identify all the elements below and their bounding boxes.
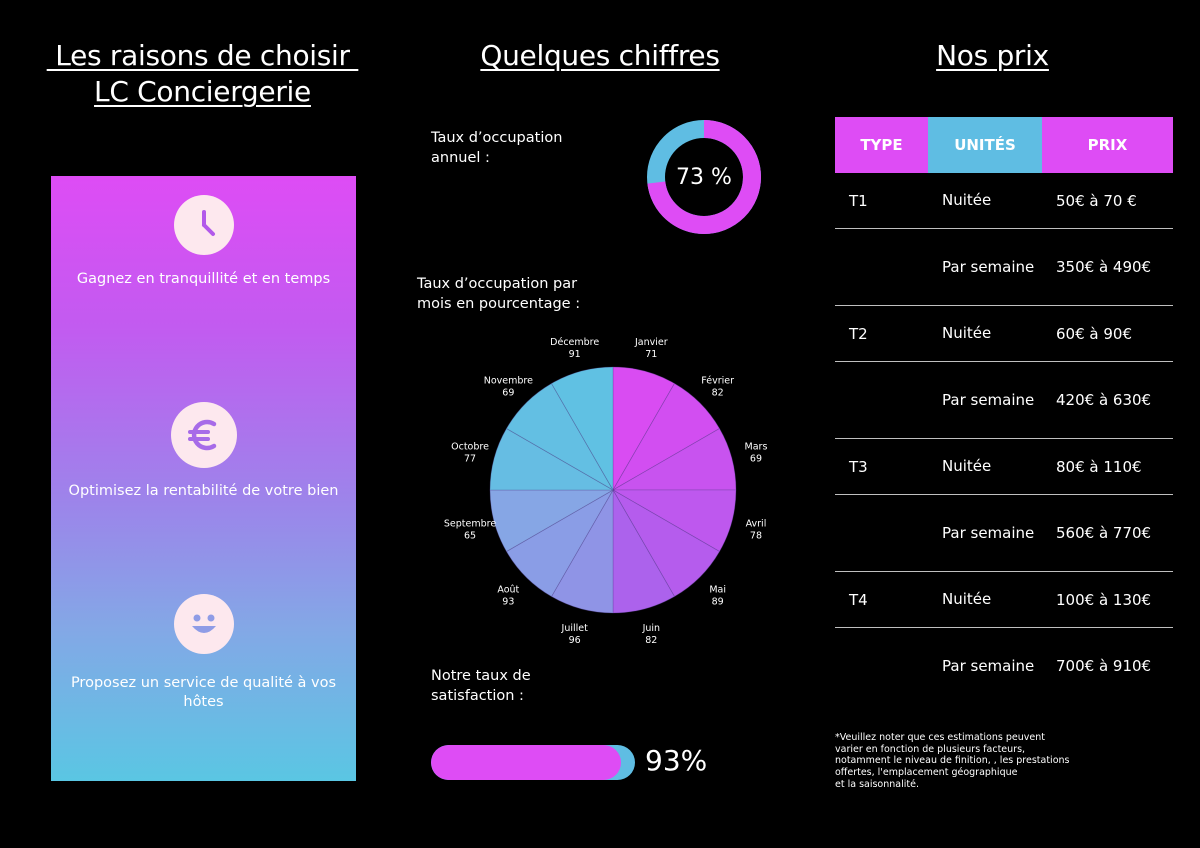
header-type: TYPE [835, 117, 928, 173]
pie-slice-août [505, 488, 615, 598]
cell-unit: Nuitée [942, 590, 992, 608]
satisfaction-label: Notre taux de satisfaction : [431, 668, 531, 704]
satisfaction-bar-fill [431, 745, 621, 780]
prices-heading: Nos prix [936, 39, 1049, 72]
pie-slice-septembre [489, 489, 615, 553]
pie-slice-avril [611, 489, 737, 553]
pie-label-novembre: Novembre 69 [484, 375, 533, 398]
cell-unit: Nuitée [942, 191, 992, 209]
pie-label-décembre: Décembre 91 [550, 337, 599, 360]
pie-slice-mai [611, 488, 721, 598]
pie-slice-juin [612, 488, 676, 614]
cell-price: 350€ à 490€ [1056, 258, 1152, 276]
annual-occupancy-donut: 73 % [645, 118, 763, 236]
pie-label-mars: Mars 69 [745, 442, 768, 465]
table-row: Par semaine 420€ à 630€ [835, 362, 1173, 439]
cell-type: T2 [849, 324, 868, 343]
cell-type [835, 495, 928, 571]
table-row: T1 Nuitée 50€ à 70 € [835, 173, 1173, 229]
cell-price: 560€ à 770€ [1056, 524, 1152, 542]
pie-slice-janvier [612, 366, 676, 492]
price-footnote: *Veuillez noter que ces estimations peuv… [835, 732, 1070, 790]
cell-unit: Nuitée [942, 324, 992, 342]
pie-label-janvier: Janvier 71 [634, 337, 668, 360]
table-row: Par semaine 700€ à 910€ [835, 628, 1173, 704]
pie-slice-décembre [550, 366, 614, 492]
table-row: Par semaine 560€ à 770€ [835, 495, 1173, 572]
satisfaction-bar [431, 745, 635, 780]
reasons-panel: Gagnez en tranquillité et en temps Optim… [51, 176, 356, 781]
cell-type: T1 [849, 191, 868, 210]
pie-label-juillet: Juillet 96 [561, 623, 589, 646]
reasons-heading-line2: LC Conciergerie [94, 75, 311, 108]
annual-occupancy-arc [647, 120, 761, 234]
smiley-icon [173, 594, 234, 654]
reasons-heading: Les raisons de choisir LC Conciergerie [40, 38, 365, 110]
pie-label-février: Février 82 [701, 375, 734, 398]
cell-type [835, 229, 928, 305]
clock-icon [173, 195, 234, 255]
cell-unit: Par semaine [942, 523, 1035, 542]
cell-type: T4 [849, 590, 868, 609]
annual-occupancy-label: Taux d’occupation annuel : [431, 130, 563, 166]
reasons-heading-line1: Les raisons de choisir [46, 39, 359, 72]
monthly-occupancy-label: Taux d’occupation par mois en pourcentag… [417, 276, 581, 312]
table-row: T4 Nuitée 100€ à 130€ [835, 572, 1173, 628]
monthly-occupancy-pie-chart: Janvier 71 Février 82 Mars 69 Avril 78 Mai 89 Juin… [410, 330, 790, 650]
cell-type [835, 362, 928, 438]
table-row: T3 Nuitée 80€ à 110€ [835, 439, 1173, 495]
pie-slice-mars [611, 427, 737, 491]
cell-price: 700€ à 910€ [1056, 657, 1152, 675]
pie-slice-février [611, 382, 721, 492]
cell-price: 80€ à 110€ [1056, 457, 1142, 476]
pie-label-août: Août 93 [497, 585, 519, 608]
pie-slice-juillet [550, 488, 614, 614]
cell-price: 50€ à 70 € [1056, 191, 1137, 210]
cell-unit: Par semaine [942, 390, 1035, 409]
table-row: T2 Nuitée 60€ à 90€ [835, 306, 1173, 362]
pie-label-juin: Juin 82 [642, 623, 660, 646]
cell-price: 60€ à 90€ [1056, 324, 1132, 343]
cell-price: 420€ à 630€ [1056, 391, 1152, 409]
pie-slice-novembre [505, 382, 615, 492]
feature-text-time: Gagnez en tranquillité et en temps [76, 271, 331, 287]
feature-text-profitability: Optimisez la rentabilité de votre bien [68, 483, 339, 499]
pie-label-septembre: Septembre 65 [444, 518, 496, 541]
cell-type [835, 628, 928, 704]
cell-price: 100€ à 130€ [1056, 590, 1152, 609]
cell-unit: Par semaine [942, 656, 1035, 675]
table-row: Par semaine 350€ à 490€ [835, 229, 1173, 306]
feature-text-quality: Proposez un service de qualité à vos hôt… [70, 675, 337, 710]
cell-unit: Par semaine [942, 257, 1035, 276]
annual-occupancy-value: 73 % [676, 164, 732, 190]
pie-label-mai: Mai 89 [709, 585, 726, 608]
pie-slice-octobre [489, 427, 615, 491]
cell-unit: Nuitée [942, 457, 992, 475]
satisfaction-value: 93% [645, 744, 708, 777]
pie-label-avril: Avril 78 [746, 518, 767, 541]
euro-icon [170, 402, 237, 468]
pie-label-octobre: Octobre 77 [451, 442, 489, 465]
header-price: PRIX [1042, 117, 1173, 173]
price-table: TYPE UNITÉS PRIX T1 Nuitée 50€ à 70 € Pa… [835, 117, 1173, 704]
cell-type: T3 [849, 457, 868, 476]
figures-heading: Quelques chiffres [480, 39, 720, 72]
header-units: UNITÉS [928, 117, 1042, 173]
price-table-header: TYPE UNITÉS PRIX [835, 117, 1173, 173]
